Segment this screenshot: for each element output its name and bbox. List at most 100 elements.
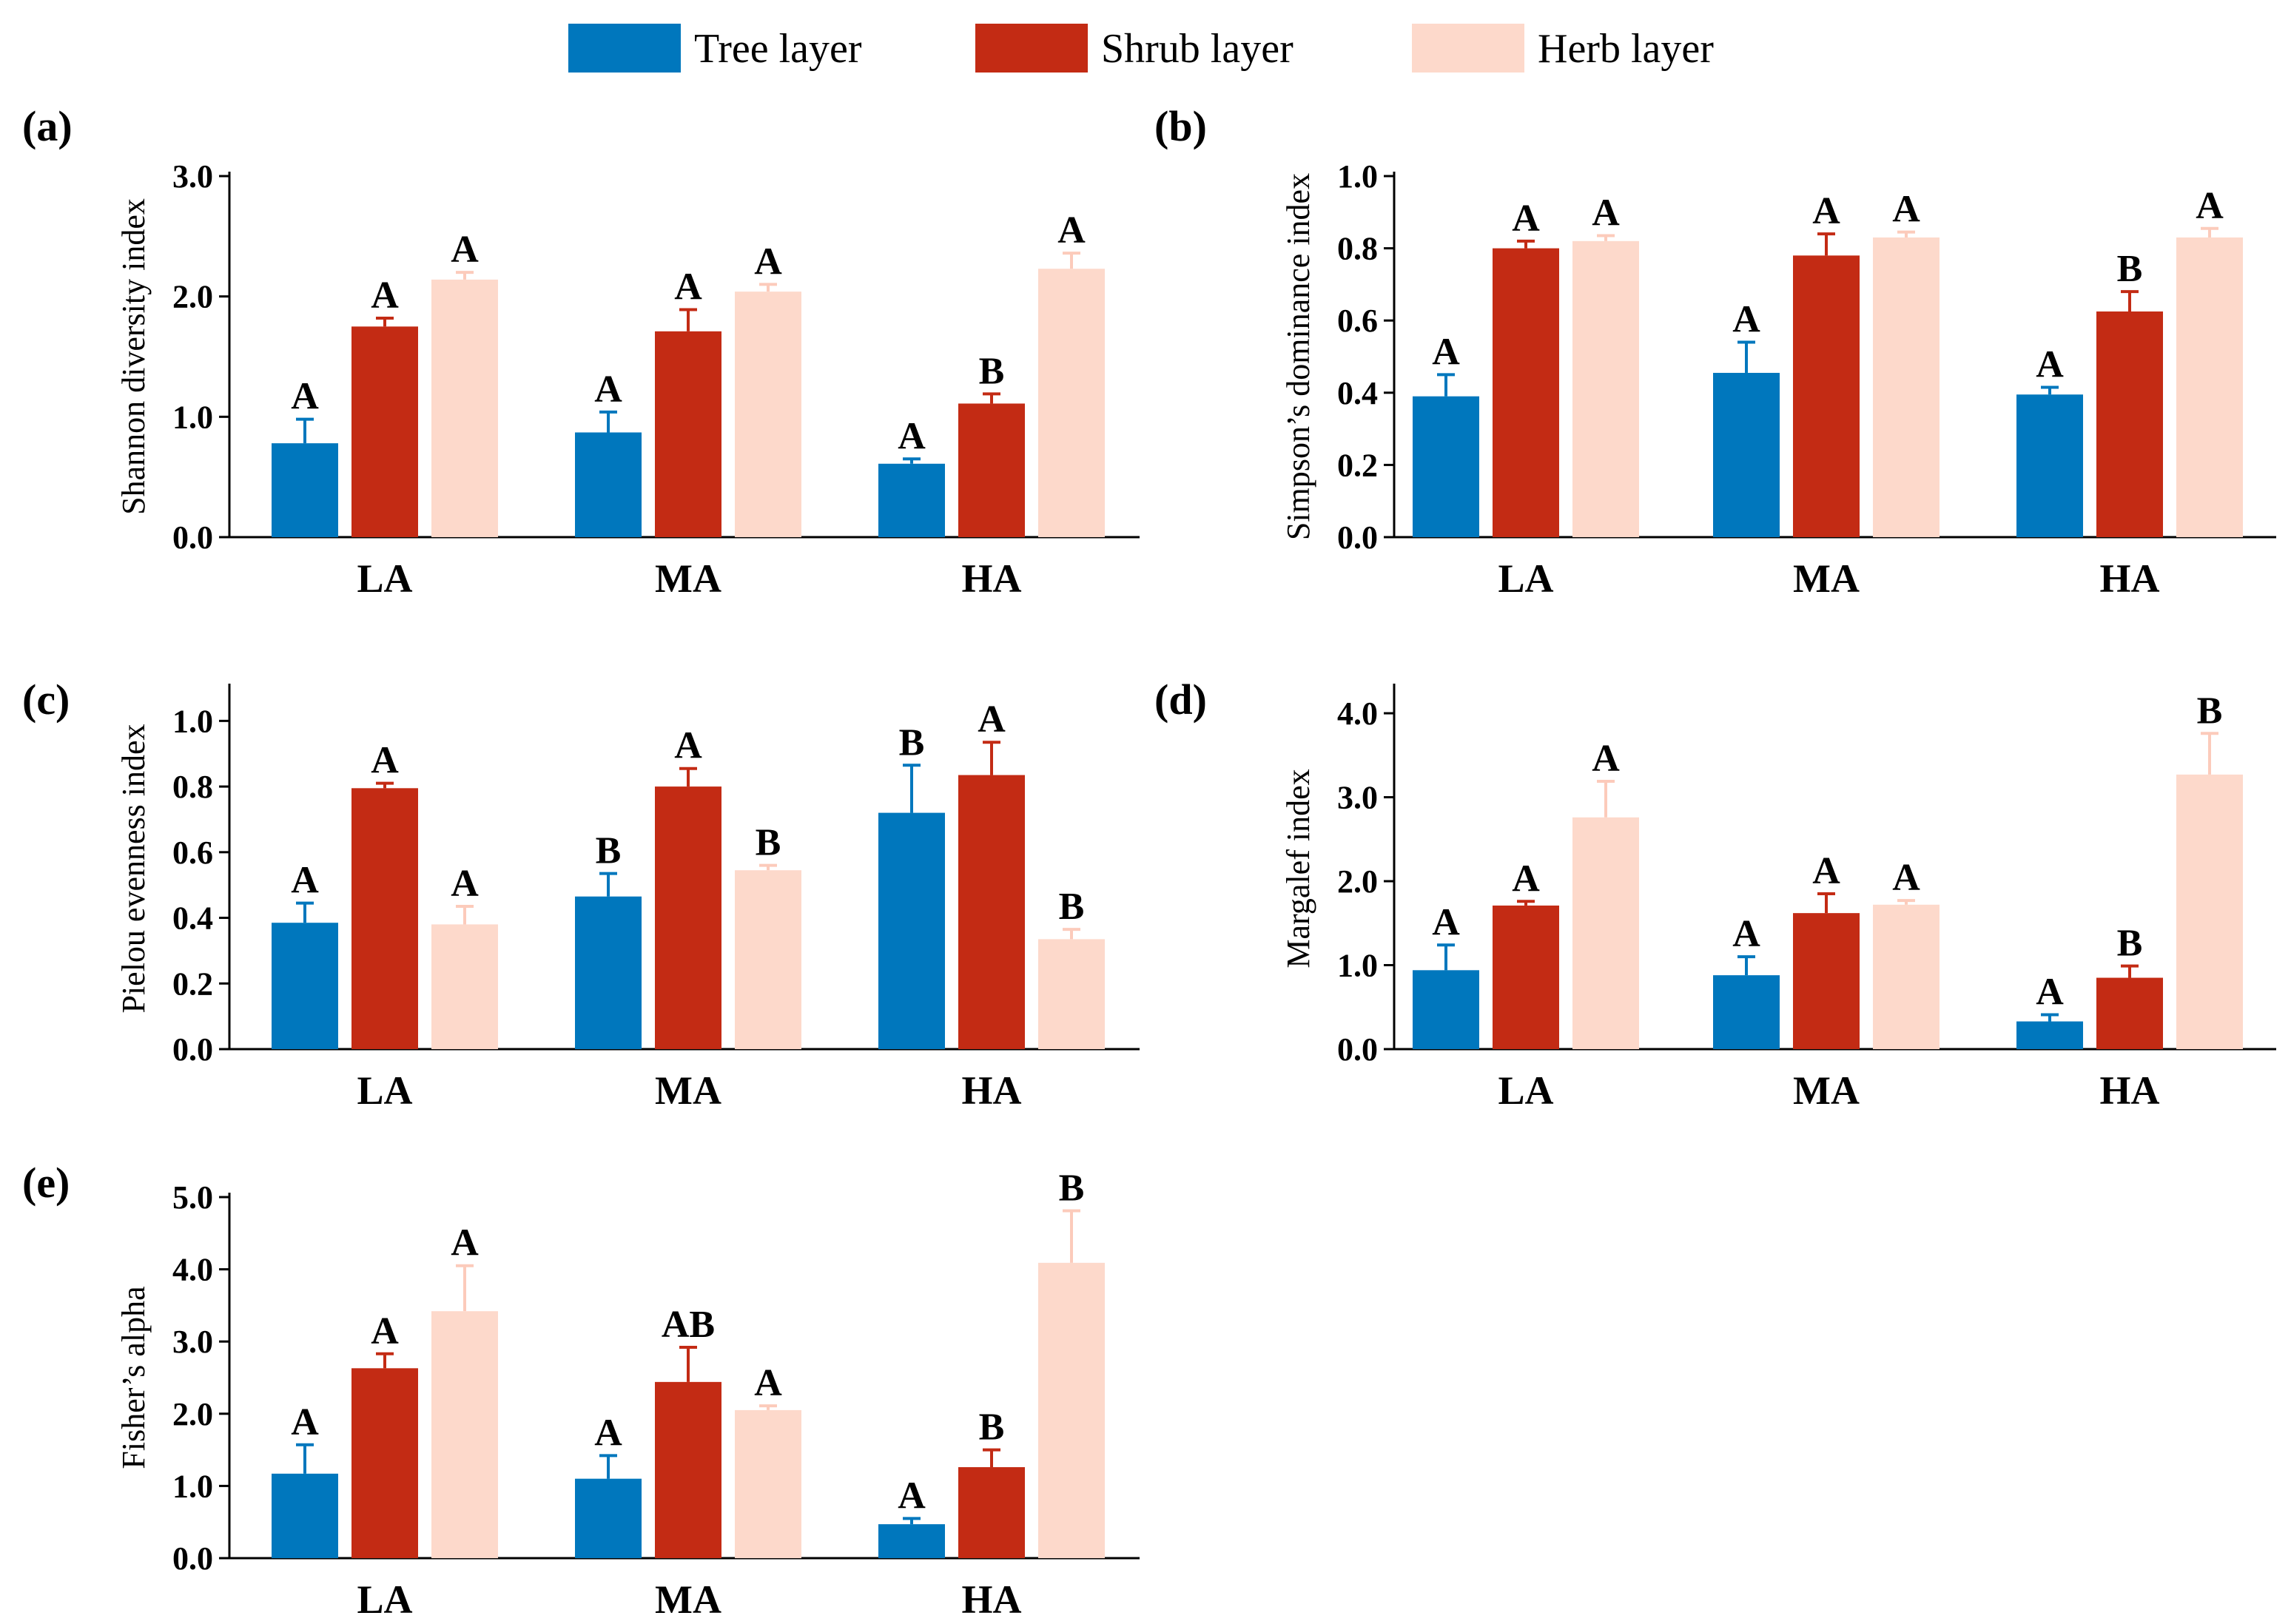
bar [1038,1262,1105,1558]
y-tick-label: 3.0 [172,1324,213,1360]
significance-letter: A [594,1412,622,1454]
significance-letter: B [2117,248,2143,290]
y-tick-label: 2.0 [1337,863,1378,900]
bar [655,786,721,1049]
y-tick-label: 0.8 [1337,231,1378,267]
y-axis-title: Pielou evenness index [115,724,152,1013]
significance-letter: A [594,368,622,411]
y-tick-label: 4.0 [1337,695,1378,732]
bar [2176,774,2243,1049]
x-category-label: LA [357,1577,412,1622]
significance-letter: B [899,721,925,764]
y-tick-label: 3.0 [172,158,213,195]
y-tick-label: 0.8 [172,769,213,805]
significance-letter: A [2036,343,2064,385]
panel-label: (c) [22,675,70,724]
significance-letter: A [451,229,479,271]
y-tick-label: 0.0 [1337,1031,1378,1068]
significance-letter: A [1892,857,1920,899]
significance-letter: A [371,1310,399,1352]
x-category-label: MA [655,1577,721,1622]
significance-letter: A [674,266,702,309]
bar [431,1311,498,1558]
legend-label-tree: Tree layer [694,26,862,72]
chart-panel-c: (c) 0.0 0.2 0.4 0.6 0.8 1.0 Pielou evenness ind… [22,675,1140,1113]
chart-panel-b: (b) 0.0 0.2 0.4 0.6 0.8 1.0 Simpson’s dominance… [1154,102,2276,601]
bar [2176,237,2243,537]
significance-letter: A [898,415,926,457]
significance-letter: A [1432,331,1460,373]
y-tick-label: 0.2 [1337,447,1378,483]
y-tick-label: 4.0 [172,1252,213,1288]
y-tick-label: 0.0 [172,1031,213,1068]
significance-letter: B [979,1406,1005,1449]
significance-letter: A [1732,298,1760,340]
significance-letter: A [451,1222,479,1264]
y-axis-title: Simpson’s dominance index [1280,173,1316,540]
significance-letter: A [451,863,479,905]
bar [878,463,945,537]
bar [735,870,801,1049]
bar [1713,975,1780,1049]
legend-label-shrub: Shrub layer [1101,26,1293,72]
bar [735,292,801,537]
bar [351,788,418,1049]
bar [1873,237,1940,537]
bar [575,1478,642,1558]
significance-letter: A [371,740,399,782]
x-category-label: LA [1498,556,1553,601]
significance-letter: A [1592,192,1620,235]
bar [1038,269,1105,537]
bar [958,775,1025,1049]
significance-letter: A [1592,738,1620,780]
y-tick-label: 3.0 [1337,780,1378,816]
bar [272,1473,338,1558]
chart-panels: (a) 0.0 1.0 2.0 3.0 Shannon diversity index LA… [22,102,2276,1622]
significance-letter: A [1892,189,1920,231]
significance-letter: A [1057,209,1086,252]
significance-letter: A [1812,190,1840,232]
significance-letter: A [1732,913,1760,955]
significance-letter: A [371,274,399,317]
chart-panel-e: (e) 0.0 1.0 2.0 3.0 4.0 5.0 Fisher’s alpha LA MA H… [22,1159,1140,1622]
bar [655,331,721,537]
significance-letter: B [1059,1168,1085,1210]
legend-label-herb: Herb layer [1538,26,1714,72]
legend-swatch-herb [1412,24,1524,73]
x-category-label: MA [1793,556,1860,601]
y-axis-title: Shannon diversity index [115,198,152,515]
significance-letter: B [979,350,1005,392]
x-category-label: MA [655,1068,721,1113]
x-category-label: HA [962,1577,1022,1622]
significance-letter: B [1059,886,1085,928]
x-category-label: MA [1793,1068,1860,1113]
y-tick-label: 2.0 [172,279,213,315]
significance-letter: B [756,822,781,864]
panel-label: (b) [1154,102,1207,150]
bar [351,1368,418,1558]
bar [1493,248,1559,537]
significance-letter: A [754,240,782,283]
significance-letter: A [1812,850,1840,892]
significance-letter: A [674,725,702,767]
significance-letter: B [2117,923,2143,965]
y-tick-label: 1.0 [1337,948,1378,984]
x-category-label: MA [655,556,721,601]
legend: Tree layer Shrub layer Herb layer [568,24,1714,73]
bar [878,1524,945,1558]
y-tick-label: 0.0 [172,1540,213,1577]
bar [878,812,945,1049]
x-category-label: HA [2100,1068,2160,1113]
bar [1413,970,1479,1049]
y-tick-label: 0.6 [172,835,213,871]
legend-swatch-tree [568,24,681,73]
bar [351,326,418,537]
bar [1793,913,1860,1049]
y-tick-label: 0.4 [1337,375,1378,411]
bar [1572,817,1639,1049]
x-category-label: LA [357,556,412,601]
bar [2016,1021,2083,1049]
bar [655,1381,721,1558]
significance-letter: A [898,1475,926,1517]
